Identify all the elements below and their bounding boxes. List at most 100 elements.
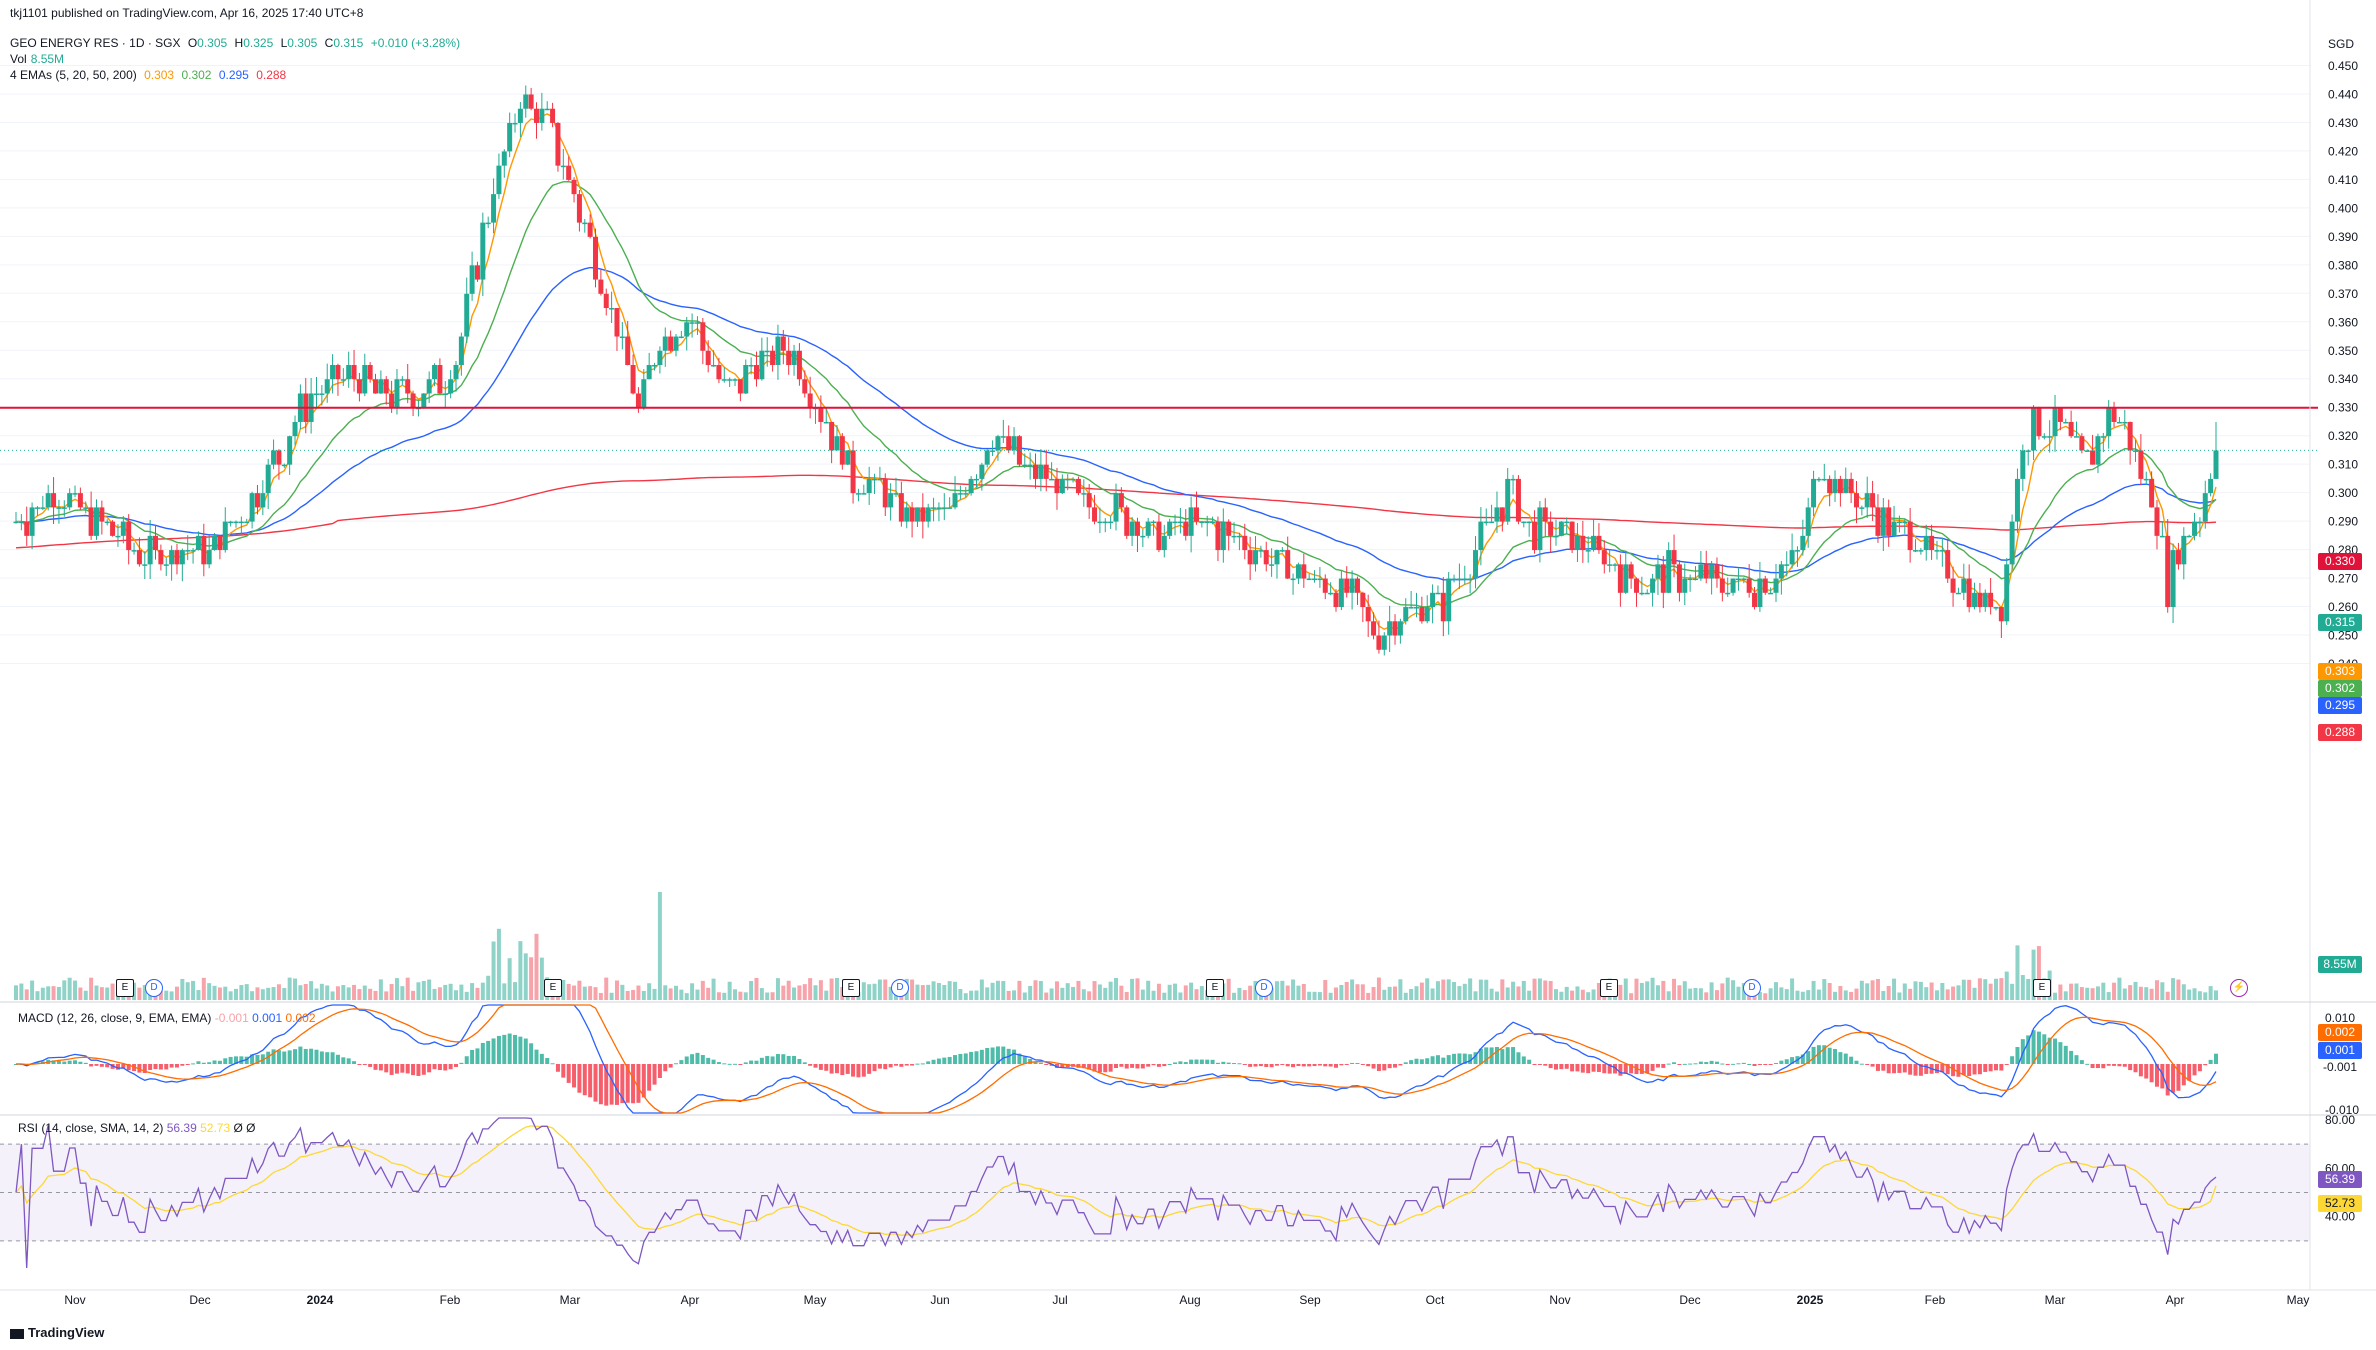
macd-hist-bar — [1967, 1064, 1972, 1076]
macd-hist-bar — [1645, 1064, 1650, 1074]
macd-hist-bar — [523, 1038, 528, 1064]
macd-hist-bar — [727, 1063, 732, 1065]
candle-body — [1650, 578, 1656, 593]
candle-body — [158, 550, 164, 565]
volume-bar — [1811, 980, 1816, 1000]
earnings-marker[interactable]: E — [116, 979, 134, 997]
volume-bar — [1704, 992, 1709, 1000]
rsi-badge: 56.39 — [2318, 1171, 2362, 1188]
volume-bar — [539, 957, 544, 1000]
macd-hist-bar — [1162, 1064, 1167, 1067]
candle-body — [1821, 478, 1827, 481]
volume-bar — [475, 987, 480, 1000]
volume-bar — [507, 958, 512, 1000]
candle-body — [335, 365, 341, 380]
candle-body — [254, 493, 260, 508]
candle-body — [839, 436, 845, 465]
month-label: Dec — [1679, 1293, 1700, 1307]
candle-body — [1553, 535, 1559, 538]
volume-bar — [1983, 979, 1988, 1000]
macd-hist-bar — [985, 1048, 990, 1064]
volume-bar — [1543, 980, 1548, 1000]
candle-body — [1033, 464, 1039, 479]
ohlc-high-label: H — [234, 36, 244, 50]
volume-bar — [325, 985, 330, 1000]
macd-hist-bar — [1629, 1064, 1634, 1074]
macd-legend[interactable]: MACD (12, 26, close, 9, EMA, EMA) -0.001… — [18, 1011, 316, 1025]
dividend-marker[interactable]: D — [1743, 979, 1761, 997]
macd-hist-bar — [378, 1064, 383, 1071]
macd-tick-label: -0.010 — [2325, 1103, 2359, 1117]
volume-bar — [1655, 985, 1660, 1000]
volume-legend[interactable]: Vol 8.55M — [10, 52, 68, 66]
volume-bar — [1108, 981, 1113, 1000]
macd-hist-bar — [1022, 1056, 1027, 1064]
volume-bar — [1548, 981, 1553, 1000]
volume-bar — [1248, 985, 1253, 1000]
candle-body — [1006, 436, 1012, 451]
dividend-marker[interactable]: D — [891, 979, 909, 997]
pane-separators — [0, 1001, 2376, 1116]
candle-body — [222, 521, 228, 551]
macd-hist-bar — [298, 1046, 303, 1064]
macd-hist-bar — [1875, 1064, 1880, 1071]
macd-hist-bar — [2074, 1055, 2079, 1064]
candle-body — [2063, 421, 2069, 424]
macd-hist-bar — [561, 1064, 566, 1078]
volume-bar — [1688, 988, 1693, 1000]
volume-bar — [1419, 982, 1424, 1000]
macd-hist-bar — [1757, 1064, 1762, 1065]
volume-bar — [1151, 990, 1156, 1000]
volume-bar — [1409, 988, 1414, 1000]
candle-body — [2181, 535, 2187, 565]
candle-body — [872, 478, 878, 481]
candle-body — [1853, 493, 1859, 508]
volume-bar — [2214, 990, 2218, 1000]
macd-hist-bar — [598, 1064, 603, 1105]
macd-hist-bar — [1371, 1064, 1376, 1069]
candle-body — [1258, 550, 1264, 552]
symbol-legend[interactable]: GEO ENERGY RES · 1D · SGX O0.305 H0.325 … — [10, 36, 464, 50]
volume-bar — [813, 985, 818, 1000]
earnings-marker[interactable]: E — [842, 979, 860, 997]
candle-body — [2073, 436, 2079, 438]
volume-bar — [448, 983, 453, 1000]
macd-hist-bar — [1264, 1064, 1269, 1067]
earnings-marker[interactable]: E — [1600, 979, 1618, 997]
alert-marker[interactable]: ⚡ — [2230, 979, 2248, 997]
candle-body — [1848, 478, 1854, 494]
earnings-marker[interactable]: E — [544, 979, 562, 997]
volume-bar — [1092, 981, 1097, 1000]
volume-bar — [1623, 978, 1628, 1000]
earnings-marker[interactable]: E — [2033, 979, 2051, 997]
candle-body — [2186, 535, 2192, 538]
dividend-marker[interactable]: D — [145, 979, 163, 997]
rsi-legend[interactable]: RSI (14, close, SMA, 14, 2) 56.39 52.73 … — [18, 1121, 256, 1135]
macd-signal-value: 0.002 — [285, 1011, 316, 1025]
candle-body — [1666, 550, 1672, 593]
price-tick-label: 0.260 — [2328, 600, 2358, 614]
candle-body — [373, 379, 379, 394]
volume-bar — [716, 992, 721, 1000]
candle-body — [426, 379, 432, 394]
candle-body — [2100, 436, 2106, 438]
ema-legend[interactable]: 4 EMAs (5, 20, 50, 200) 0.303 0.302 0.29… — [10, 68, 290, 82]
volume-bar — [1124, 991, 1129, 1000]
dividend-marker[interactable]: D — [1255, 979, 1273, 997]
volume-bar — [1698, 988, 1703, 1000]
volume-bar — [1328, 992, 1333, 1000]
macd-hist-bar — [958, 1053, 963, 1064]
earnings-marker[interactable]: E — [1206, 979, 1224, 997]
candle-body — [1698, 564, 1704, 579]
macd-hist-bar — [1414, 1058, 1419, 1064]
candle-body — [1794, 550, 1800, 552]
candle-body — [936, 507, 942, 509]
candle-body — [1843, 478, 1849, 494]
macd-hist-bar — [276, 1050, 281, 1064]
macd-hist-bar — [1173, 1062, 1178, 1064]
ohlc-close: 0.315 — [333, 36, 364, 50]
macd-hist-bar — [738, 1064, 743, 1065]
month-label: Mar — [2045, 1293, 2066, 1307]
tradingview-logo[interactable]: TradingView — [10, 1325, 104, 1340]
